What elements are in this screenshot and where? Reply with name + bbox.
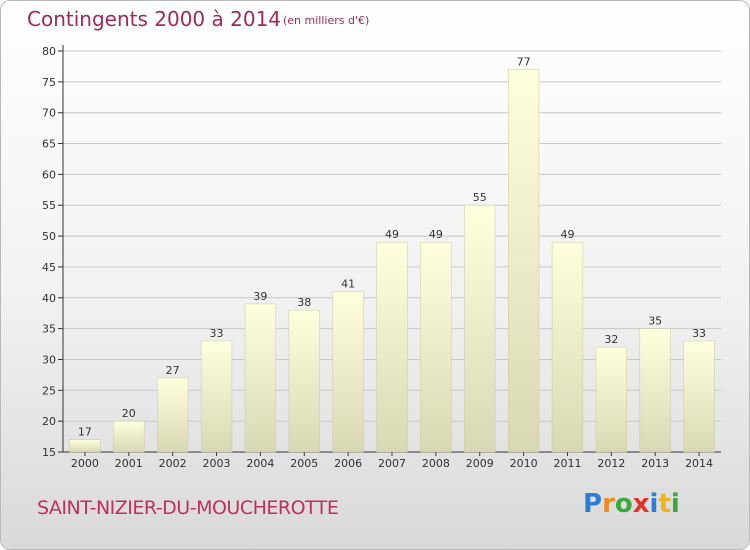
y-tick-label: 40 [42,292,56,305]
data-label: 27 [166,364,180,377]
bar-2014 [683,340,715,453]
logo-letter: x [632,489,650,519]
logo-letter: i [649,489,659,519]
logo-letter: o [614,489,633,519]
bar-2004 [244,303,277,453]
y-tick-label: 45 [42,261,56,274]
data-label: 33 [210,327,224,340]
data-label: 77 [517,56,531,69]
data-label: 41 [341,278,355,291]
bar-2006 [332,291,364,453]
x-tick-label: 2007 [378,457,406,470]
logo-letter: t [658,489,671,519]
data-label: 49 [560,228,574,241]
x-tick-label: 2000 [71,457,99,470]
chart-subtitle: (en milliers d'€) [283,14,370,27]
x-tick-label: 2005 [290,457,318,470]
x-tick-label: 2013 [641,457,669,470]
y-tick-label: 20 [42,415,56,428]
x-tick-label: 2008 [422,457,450,470]
bar-2011 [551,241,584,453]
labels: 15 20 25 30 35 40 45 50 55 60 65 70 75 80 17 2000 20 2001… [42,45,713,470]
bar-2007 [376,241,408,453]
x-tick-label: 2012 [597,457,625,470]
bars [69,69,715,453]
commune-name: SAINT-NIZIER-DU-MOUCHEROTTE [37,497,339,519]
data-label: 20 [122,407,136,420]
chart-title: Contingents 2000 à 2014 [27,7,282,31]
bar-2001 [113,420,145,453]
logo-letter: i [670,489,680,519]
data-label: 38 [297,296,311,309]
bar-2012 [595,346,627,453]
data-label: 49 [385,228,399,241]
bar-2000 [69,439,101,453]
data-label: 33 [692,327,706,340]
x-tick-label: 2006 [334,457,362,470]
bar-2013 [639,328,671,453]
y-tick-label: 15 [42,446,56,459]
data-label: 39 [253,290,267,303]
bar-2005 [288,309,320,453]
y-tick-label: 60 [42,168,56,181]
x-tick-label: 2009 [466,457,494,470]
x-tick-label: 2014 [685,457,713,470]
y-tick-label: 25 [42,384,56,397]
bar-2008 [420,241,452,453]
y-tick-label: 30 [42,353,56,366]
logo-letter: r [602,489,615,519]
x-tick-label: 2004 [246,457,274,470]
x-tick-label: 2010 [510,457,538,470]
y-tick-label: 75 [42,76,56,89]
bar-2003 [200,340,233,453]
bar-2009 [464,204,496,453]
bar-2002 [157,377,189,453]
y-tick-label: 70 [42,107,56,120]
x-tick-label: 2003 [203,457,231,470]
y-tick-label: 55 [42,199,56,212]
bar-2010 [507,69,540,453]
proxiti-logo[interactable]: Proxiti [583,489,680,519]
y-tick-label: 80 [42,45,56,58]
x-tick-label: 2011 [553,457,581,470]
x-tick-label: 2001 [115,457,143,470]
y-tick-label: 50 [42,230,56,243]
logo-letter: P [583,489,603,519]
data-label: 32 [604,333,618,346]
y-tick-label: 65 [42,138,56,151]
y-tick-label: 35 [42,323,56,336]
data-label: 55 [473,191,487,204]
x-tick-label: 2002 [159,457,187,470]
data-label: 35 [648,315,662,328]
data-label: 17 [78,426,92,439]
data-label: 49 [429,228,443,241]
